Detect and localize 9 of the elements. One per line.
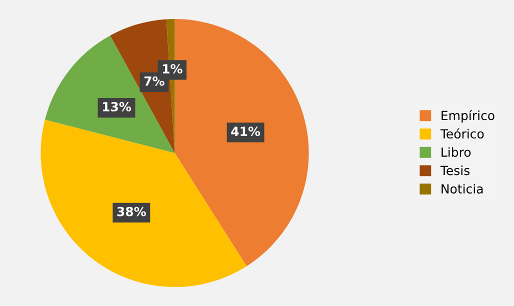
legend-label: Teórico bbox=[440, 128, 484, 139]
data-label: 13% bbox=[102, 102, 132, 112]
legend-label: Libro bbox=[442, 147, 471, 157]
legend-label: Noticia bbox=[442, 184, 483, 194]
legend-label: Tesis bbox=[440, 166, 470, 176]
data-label: 41% bbox=[231, 126, 260, 136]
legend-label: Empírico bbox=[442, 110, 494, 123]
data-label: 38% bbox=[117, 206, 146, 216]
data-label: 1% bbox=[162, 64, 182, 74]
